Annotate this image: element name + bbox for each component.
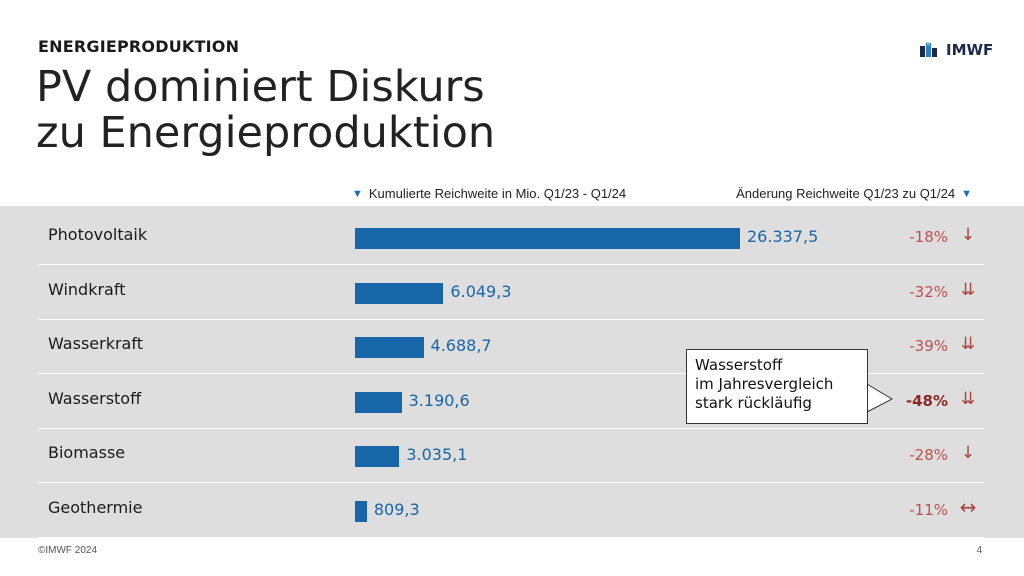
arrow-down-icon: ↓ — [960, 225, 976, 245]
row-divider — [38, 318, 984, 320]
chart-row: Photovoltaik 26.337,5 -18% ↓ — [0, 211, 1024, 265]
right-column-header-label: Änderung Reichweite Q1/23 zu Q1/24 — [736, 186, 956, 201]
callout-line-3: stark rückläufig — [695, 394, 812, 412]
bar — [355, 228, 740, 249]
category-label: Wasserkraft — [48, 334, 143, 353]
bar — [355, 500, 367, 522]
chart-row: Biomasse 3.035,1 -28% ↓ — [0, 429, 1024, 483]
logo-icon — [920, 42, 937, 57]
copyright: ©IMWF 2024 — [38, 545, 98, 556]
arrow-left-right-icon: ↔ — [959, 494, 977, 519]
chart-row: Geothermie 809,3 -11% ↔ — [0, 484, 1024, 538]
kicker-title: ENERGIEPRODUKTION — [38, 37, 240, 56]
bar-value-label: 6.049,3 — [450, 281, 512, 301]
left-column-header: ▼ Kumulierte Reichweite in Mio. Q1/23 - … — [352, 186, 626, 201]
chart-row: Windkraft 6.049,3 -32% ⇊ — [0, 266, 1024, 320]
change-label: -39% — [909, 337, 948, 355]
callout-box: Wasserstoff im Jahresvergleich stark rüc… — [686, 349, 868, 424]
change-label: -11% — [909, 500, 948, 519]
triangle-down-icon: ▼ — [352, 187, 363, 200]
category-label: Biomasse — [48, 443, 126, 462]
change-label: -32% — [909, 282, 948, 301]
change-label: -48% — [905, 391, 948, 410]
category-label: Wasserstoff — [48, 388, 142, 408]
arrow-down-icon: ↓ — [960, 443, 976, 463]
logo-text: IMWF — [946, 41, 994, 59]
bar-value-label: 3.190,6 — [408, 390, 470, 410]
bar — [355, 391, 402, 413]
callout-pointer — [866, 383, 894, 413]
imwf-logo: IMWF — [920, 41, 993, 59]
chart-row: Wasserstoff 3.190,6 -48% ⇊ — [0, 375, 1024, 429]
row-divider — [38, 482, 984, 483]
bar-value-label: 26.337,5 — [747, 227, 819, 246]
double-arrow-down-icon: ⇊ — [960, 334, 976, 354]
triangle-down-icon: ▼ — [961, 187, 972, 200]
callout-line-2: im Jahresvergleich — [695, 375, 834, 393]
bar-value-label: 809,3 — [373, 499, 420, 519]
row-divider — [38, 264, 984, 265]
row-divider — [38, 373, 984, 374]
change-label: -18% — [909, 228, 948, 246]
bar — [355, 446, 400, 467]
right-column-header: Änderung Reichweite Q1/23 zu Q1/24 ▼ — [736, 186, 972, 201]
page-title: PV dominiert Diskurs zu Energieproduktio… — [36, 64, 656, 156]
title-line-2: zu Energieproduktion — [36, 108, 496, 158]
category-label: Photovoltaik — [48, 225, 148, 244]
page-number: 4 — [976, 545, 982, 556]
double-arrow-down-icon: ⇊ — [960, 388, 976, 409]
bar — [355, 337, 424, 358]
row-divider — [38, 536, 984, 538]
chart-panel: Photovoltaik 26.337,5 -18% ↓ Windkraft 6.049,… — [0, 206, 1024, 538]
title-line-1: PV dominiert Diskurs — [36, 62, 485, 112]
chart-row: Wasserkraft 4.688,7 -39% ⇊ — [0, 320, 1024, 374]
change-label: -28% — [909, 446, 948, 464]
row-divider — [38, 427, 984, 429]
category-label: Geothermie — [48, 497, 143, 517]
category-label: Windkraft — [48, 279, 126, 299]
bar-value-label: 4.688,7 — [430, 336, 492, 355]
bar — [355, 282, 444, 304]
bar-value-label: 3.035,1 — [406, 445, 468, 464]
left-column-header-label: Kumulierte Reichweite in Mio. Q1/23 - Q1… — [368, 186, 627, 201]
double-arrow-down-icon: ⇊ — [960, 279, 976, 300]
callout-line-1: Wasserstoff — [695, 356, 783, 374]
